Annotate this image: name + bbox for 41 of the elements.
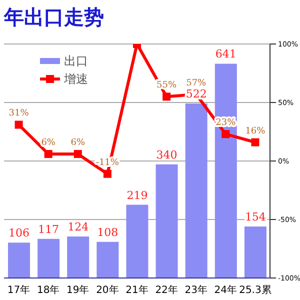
legend-label: 出口 <box>64 53 88 70</box>
point <box>162 92 171 101</box>
data-label: 219 <box>126 188 148 202</box>
data-label: 124 <box>68 220 89 234</box>
x-tick-label: 17年 <box>7 284 30 296</box>
data-label: 641 <box>215 48 236 61</box>
data-label: 6% <box>41 138 56 148</box>
bar <box>67 236 90 278</box>
x-tick-label: 21年 <box>126 284 148 296</box>
data-label: 340 <box>156 148 178 162</box>
data-label: 117 <box>38 222 60 236</box>
chart-title: 年出口走势 <box>2 4 105 31</box>
legend-label: 增速 <box>64 71 88 88</box>
point <box>251 138 260 146</box>
x-tick-label: 18年 <box>36 284 60 296</box>
point <box>44 150 52 158</box>
bar <box>156 164 178 278</box>
point <box>222 130 230 138</box>
x-tick-label: 20年 <box>96 284 119 296</box>
bar <box>96 242 119 278</box>
data-label: 154 <box>244 210 266 224</box>
x-tick-label: 25.3累 <box>239 285 272 296</box>
x-tick-label: 19年 <box>66 284 90 296</box>
bar <box>38 238 60 278</box>
x-tick-label: 22年 <box>155 284 178 296</box>
point <box>14 120 23 129</box>
bar <box>244 226 266 278</box>
point <box>74 150 82 158</box>
bar <box>185 104 208 278</box>
bar <box>214 64 237 278</box>
data-label: 106 <box>8 226 30 240</box>
x-tick-label: 24年 <box>214 284 238 296</box>
bar <box>8 242 30 278</box>
data-label: 31% <box>8 108 30 119</box>
x-tick-label: 23年 <box>184 284 208 296</box>
bar <box>126 204 148 278</box>
data-label: 16% <box>245 126 266 136</box>
point <box>103 170 112 178</box>
data-label: 6% <box>70 138 86 148</box>
data-label: 108 <box>97 226 118 239</box>
data-label: 57% <box>186 78 207 88</box>
